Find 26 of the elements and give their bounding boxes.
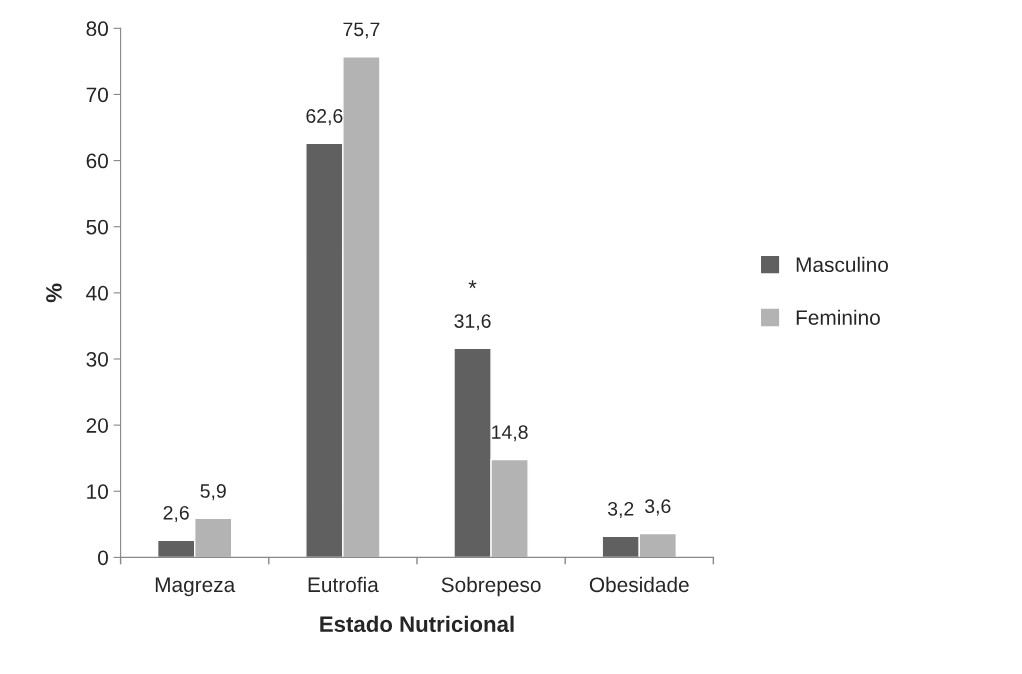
- y-tick-label: 80: [86, 21, 108, 37]
- y-tick-label: 30: [86, 351, 108, 367]
- x-tick-label: Magreza: [155, 577, 236, 597]
- y-tick-label: 70: [86, 87, 108, 103]
- legend-label: Feminino: [796, 309, 880, 325]
- x-axis-title: Estado Nutricional: [320, 615, 514, 633]
- x-tick-label: Sobrepeso: [441, 576, 541, 597]
- data-label: 5,9: [200, 484, 226, 501]
- data-label: 31,6: [454, 314, 491, 331]
- y-tick-label: 0: [98, 550, 108, 566]
- data-label: 62,6: [306, 109, 343, 126]
- annotation: *: [468, 280, 477, 289]
- y-tick-label: 20: [86, 418, 108, 433]
- y-tick-label: 40: [86, 285, 108, 301]
- y-tick-label: 50: [86, 219, 108, 235]
- data-label: 14,8: [492, 425, 528, 442]
- y-tick-label: 10: [87, 484, 108, 500]
- y-axis-title: %: [46, 283, 62, 303]
- x-tick-label: Eutrofia: [308, 576, 379, 593]
- data-label: 2,6: [163, 505, 189, 522]
- y-tick-label: 60: [86, 153, 108, 169]
- data-label: 3,6: [645, 499, 671, 516]
- legend-label: Masculino: [796, 256, 888, 273]
- data-label: 75,7: [343, 22, 380, 39]
- data-label: 3,2: [607, 501, 634, 519]
- x-tick-label: Obesidade: [589, 576, 689, 593]
